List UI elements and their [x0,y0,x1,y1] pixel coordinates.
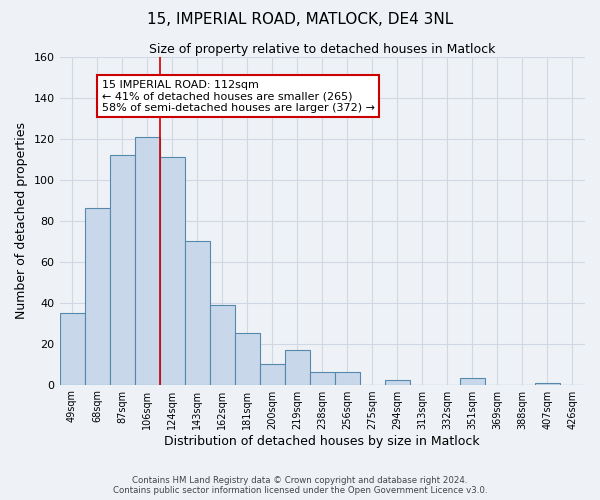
Text: 15, IMPERIAL ROAD, MATLOCK, DE4 3NL: 15, IMPERIAL ROAD, MATLOCK, DE4 3NL [147,12,453,28]
Bar [310,372,335,384]
Bar [85,208,110,384]
Bar [335,372,360,384]
Text: 15 IMPERIAL ROAD: 112sqm
← 41% of detached houses are smaller (265)
58% of semi-: 15 IMPERIAL ROAD: 112sqm ← 41% of detach… [101,80,374,113]
Bar [385,380,410,384]
Bar [285,350,310,384]
Bar [460,378,485,384]
Bar [160,157,185,384]
Y-axis label: Number of detached properties: Number of detached properties [15,122,28,319]
Bar [59,313,85,384]
Bar [185,241,209,384]
Bar [235,334,260,384]
Bar [260,364,285,384]
Text: Contains HM Land Registry data © Crown copyright and database right 2024.
Contai: Contains HM Land Registry data © Crown c… [113,476,487,495]
Title: Size of property relative to detached houses in Matlock: Size of property relative to detached ho… [149,42,496,56]
Bar [110,155,134,384]
Bar [134,136,160,384]
Bar [209,304,235,384]
Bar [535,382,560,384]
X-axis label: Distribution of detached houses by size in Matlock: Distribution of detached houses by size … [164,434,480,448]
